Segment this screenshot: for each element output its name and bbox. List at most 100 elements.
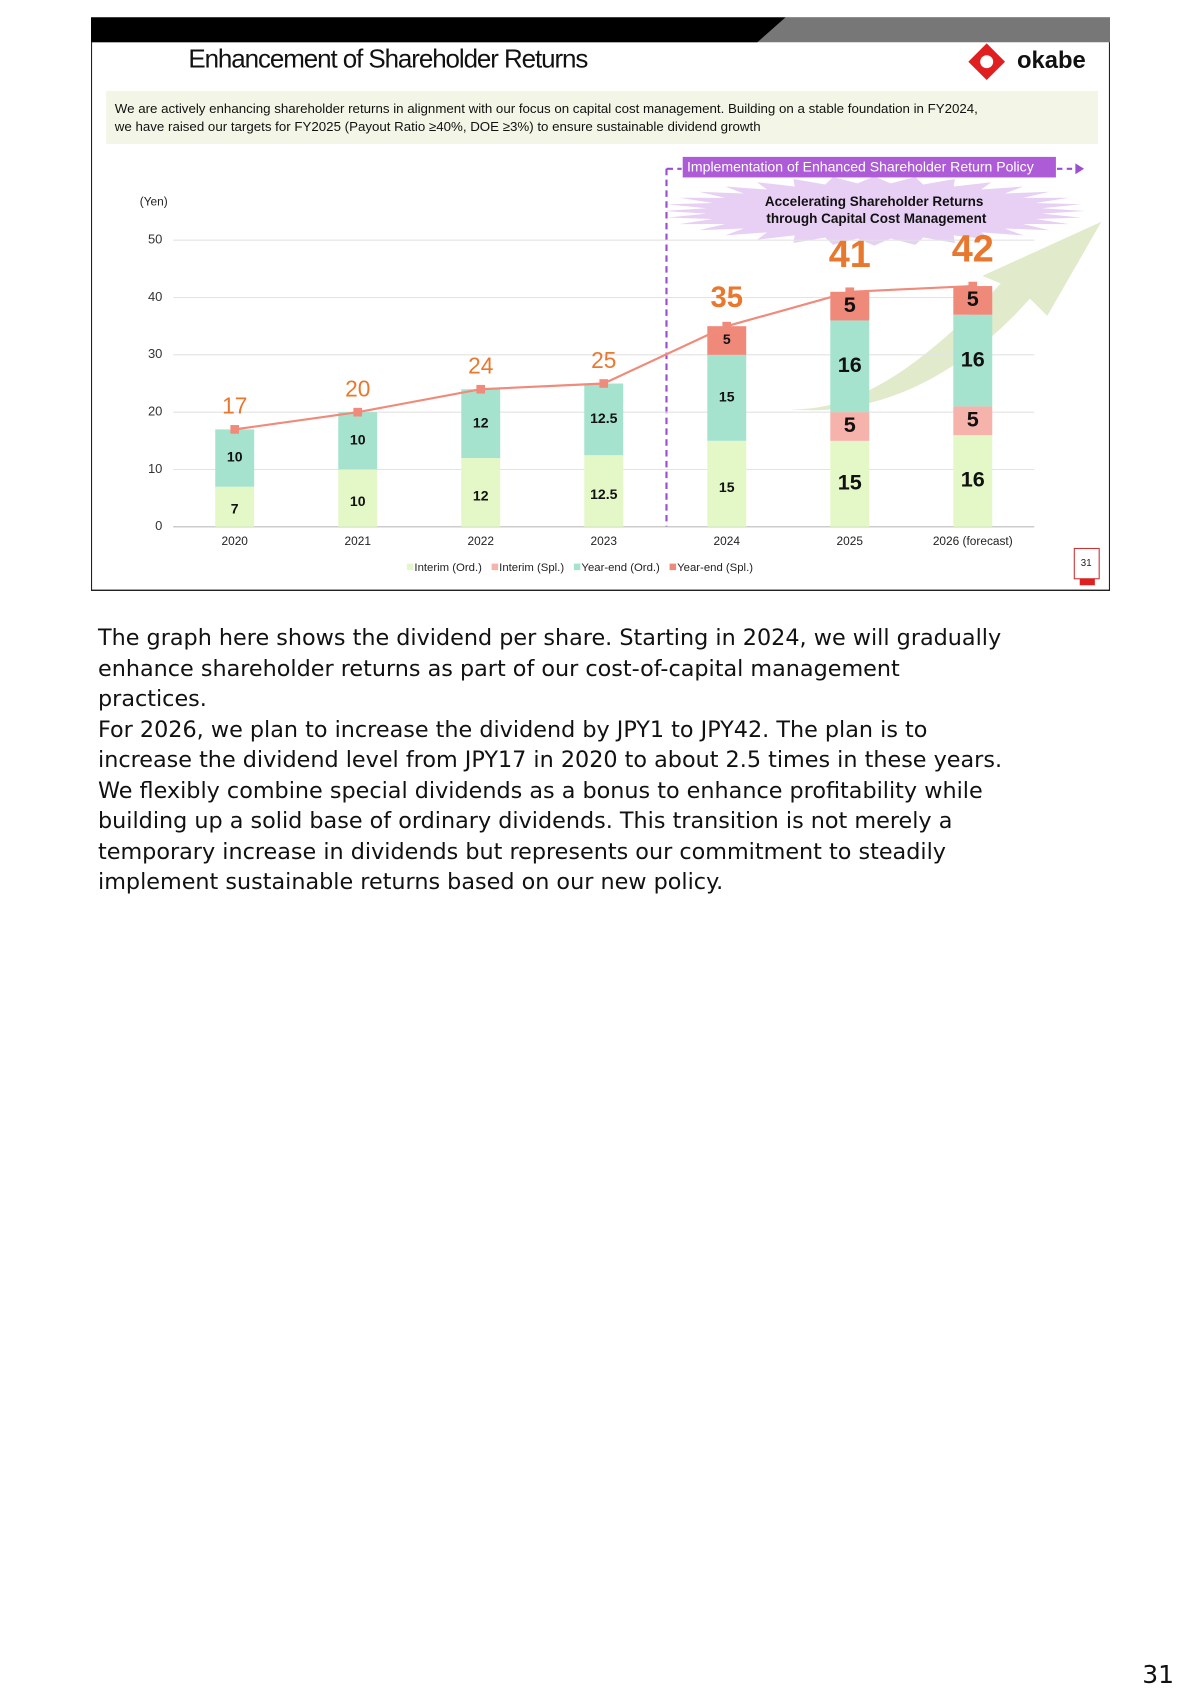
legend-swatch bbox=[669, 563, 677, 571]
total-label: 24 bbox=[468, 353, 493, 379]
bar-segment bbox=[953, 406, 993, 436]
bar-segment bbox=[830, 291, 870, 321]
note-line: We flexibly combine special dividends as… bbox=[98, 777, 983, 804]
segment-label: 12.5 bbox=[590, 486, 618, 502]
x-tick-label: 2023 bbox=[591, 534, 618, 548]
total-marker bbox=[353, 407, 363, 417]
bar-segment bbox=[461, 389, 501, 459]
bar-segment bbox=[953, 286, 993, 315]
total-label: 42 bbox=[952, 228, 994, 270]
x-tick-label: 2024 bbox=[714, 534, 741, 548]
notes: The graph here shows the dividend per sh… bbox=[98, 623, 1002, 898]
segment-label: 10 bbox=[350, 493, 366, 509]
logo-text: okabe bbox=[1017, 47, 1086, 74]
slide: Enhancement of Shareholder Returns okabe… bbox=[91, 17, 1110, 591]
description-line: We are actively enhancing shareholder re… bbox=[115, 101, 978, 116]
total-marker bbox=[599, 379, 609, 388]
policy-label: Implementation of Enhanced Shareholder R… bbox=[687, 158, 1034, 174]
total-marker bbox=[722, 321, 732, 331]
description-box bbox=[106, 90, 1099, 144]
legend-label: Interim (Spl.) bbox=[499, 562, 564, 574]
segment-label: 12 bbox=[473, 487, 489, 503]
legend-label: Year-end (Spl.) bbox=[677, 562, 753, 574]
x-tick-label: 2022 bbox=[468, 534, 494, 548]
total-label: 25 bbox=[591, 347, 616, 373]
bar-segment bbox=[584, 383, 624, 456]
total-marker bbox=[845, 287, 855, 297]
note-line: implement sustainable returns based on o… bbox=[98, 869, 724, 895]
note-line: building up a solid base of ordinary div… bbox=[98, 808, 953, 834]
note-line: temporary increase in dividends but repr… bbox=[98, 838, 946, 865]
total-label: 35 bbox=[711, 282, 743, 314]
y-tick-label: 10 bbox=[148, 461, 162, 476]
bar-segment bbox=[953, 435, 993, 527]
segment-label: 5 bbox=[844, 412, 856, 437]
segment-label: 12.5 bbox=[590, 410, 618, 426]
description-line: we have raised our targets for FY2025 (P… bbox=[114, 119, 761, 134]
segment-label: 16 bbox=[961, 346, 985, 371]
bar-segment bbox=[830, 412, 870, 441]
callout-line: Accelerating Shareholder Returns bbox=[765, 194, 984, 209]
segment-label: 15 bbox=[838, 470, 862, 495]
total-label: 20 bbox=[345, 376, 370, 402]
growth-arrow bbox=[789, 221, 1102, 411]
x-tick-label: 2021 bbox=[345, 534, 372, 548]
x-tick-label: 2026 (forecast) bbox=[933, 534, 1013, 548]
header-band-dark bbox=[91, 17, 786, 43]
bar-segment bbox=[461, 458, 501, 527]
bar-segment bbox=[707, 326, 747, 355]
bar-segment bbox=[707, 354, 747, 441]
bar-segment bbox=[830, 440, 870, 527]
y-axis-label: (Yen) bbox=[140, 194, 168, 208]
policy-arrowhead bbox=[1075, 163, 1085, 175]
note-line: For 2026, we plan to increase the divide… bbox=[98, 716, 928, 743]
callout-line: through Capital Cost Management bbox=[766, 211, 987, 226]
segment-label: 5 bbox=[844, 292, 856, 317]
legend-swatch bbox=[406, 563, 414, 571]
segment-label: 10 bbox=[350, 432, 366, 448]
segment-label: 16 bbox=[838, 352, 862, 377]
total-marker bbox=[968, 281, 978, 291]
y-tick-label: 20 bbox=[148, 404, 162, 419]
legend-label: Year-end (Ord.) bbox=[581, 562, 660, 574]
bar-segment bbox=[338, 412, 378, 470]
bar-segment bbox=[215, 429, 255, 487]
bar-segment bbox=[953, 314, 993, 407]
x-tick-label: 2020 bbox=[222, 534, 249, 548]
bar-segment bbox=[584, 455, 624, 527]
bar-segment bbox=[830, 320, 870, 413]
y-tick-label: 40 bbox=[148, 289, 162, 304]
y-tick-label: 0 bbox=[155, 518, 162, 533]
note-line: practices. bbox=[98, 686, 207, 712]
chart: 0 10 20 30 40 50 2020 7 10 2021 10 10 2022 12 12 2023 12… bbox=[148, 228, 1035, 574]
segment-label: 10 bbox=[227, 449, 243, 465]
segment-label: 16 bbox=[961, 467, 985, 492]
segment-label: 15 bbox=[719, 389, 735, 405]
total-label: 17 bbox=[222, 393, 247, 419]
segment-label: 5 bbox=[967, 286, 979, 311]
logo-dot bbox=[980, 55, 994, 69]
slide-title: Enhancement of Shareholder Returns bbox=[188, 43, 588, 73]
bar-segment bbox=[338, 469, 378, 527]
total-marker bbox=[476, 384, 486, 394]
callout-burst bbox=[663, 176, 1086, 246]
legend-label: Interim (Ord.) bbox=[414, 562, 482, 574]
note-line: enhance shareholder returns as part of o… bbox=[98, 655, 900, 682]
segment-label: 5 bbox=[967, 406, 979, 431]
segment-label: 15 bbox=[719, 479, 735, 495]
bar-segment bbox=[215, 486, 255, 527]
y-tick-label: 50 bbox=[148, 232, 162, 247]
total-marker bbox=[230, 425, 240, 434]
total-label: 41 bbox=[829, 234, 871, 276]
segment-label: 12 bbox=[473, 414, 489, 430]
legend-swatch bbox=[573, 563, 581, 571]
note-line: The graph here shows the dividend per sh… bbox=[98, 625, 1002, 651]
x-tick-label: 2025 bbox=[837, 534, 864, 548]
segment-label: 7 bbox=[231, 501, 239, 517]
slide-number-tab bbox=[1079, 578, 1095, 586]
bar-segment bbox=[707, 440, 747, 527]
page-number: 31 bbox=[1142, 1660, 1174, 1689]
legend-swatch bbox=[491, 563, 499, 571]
y-tick-label: 30 bbox=[148, 346, 162, 361]
